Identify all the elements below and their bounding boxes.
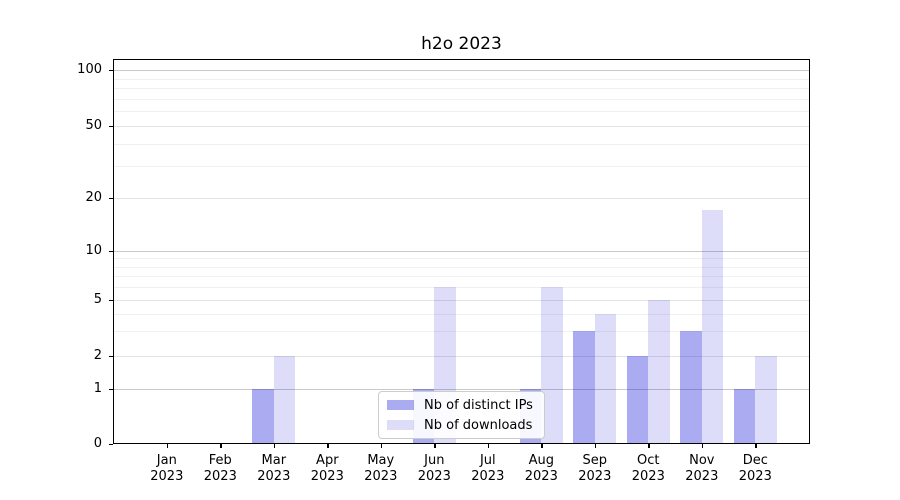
- y-tick-label: 5: [93, 292, 102, 307]
- x-tick-label: Nov 2023: [685, 453, 719, 484]
- y-gridline: [113, 126, 810, 127]
- x-tick-mark: [273, 444, 276, 448]
- y-gridline: [113, 356, 810, 357]
- x-tick-mark: [701, 444, 704, 448]
- y-gridline: [113, 88, 810, 89]
- x-tick-label: Apr 2023: [310, 453, 344, 484]
- y-tick-label: 2: [93, 348, 102, 363]
- y-gridline: [113, 166, 810, 168]
- y-tick-mark: [109, 126, 113, 128]
- y-gridline: [113, 313, 810, 315]
- x-tick-mark: [487, 444, 490, 448]
- legend-label: Nb of downloads: [424, 417, 533, 433]
- x-tick-label: Mar 2023: [257, 453, 291, 484]
- chart-title: h2o 2023: [421, 34, 502, 54]
- bar-downloads: [541, 287, 563, 444]
- y-tick-mark: [109, 356, 113, 358]
- bar-downloads: [273, 356, 296, 444]
- y-gridline: [113, 143, 810, 145]
- x-tick-label: Feb 2023: [203, 453, 237, 484]
- x-tick-mark: [166, 444, 169, 448]
- y-tick-label: 1: [93, 381, 102, 396]
- x-tick-mark: [434, 444, 436, 448]
- legend-entry-distinct-ips: Nb of distinct IPs: [387, 398, 536, 413]
- y-tick-label: 50: [85, 118, 102, 133]
- y-gridline: [113, 389, 810, 390]
- x-tick-mark: [327, 444, 329, 448]
- y-gridline: [113, 258, 810, 260]
- y-gridline: [113, 198, 810, 199]
- x-tick-label: Oct 2023: [631, 453, 665, 484]
- bar-distinct-ips: [680, 331, 702, 444]
- legend-swatch-downloads-icon: [387, 420, 414, 430]
- y-gridline: [113, 287, 810, 289]
- x-tick-mark: [594, 444, 597, 448]
- y-tick-label: 10: [85, 243, 102, 258]
- bar-downloads: [701, 210, 724, 444]
- y-tick-mark: [109, 251, 113, 253]
- x-tick-label: Jan 2023: [150, 453, 184, 484]
- legend: Nb of distinct IPs Nb of downloads: [378, 391, 545, 439]
- bar-distinct-ips: [733, 389, 756, 444]
- x-tick-label: Sep 2023: [578, 453, 612, 484]
- y-gridline: [113, 331, 810, 333]
- legend-label: Nb of distinct IPs: [424, 397, 533, 413]
- legend-swatch-distinct-ips-icon: [387, 400, 414, 410]
- y-tick-mark: [109, 389, 113, 391]
- x-tick-mark: [541, 444, 543, 448]
- x-tick-mark: [755, 444, 757, 448]
- x-tick-label: Jul 2023: [471, 453, 505, 484]
- y-tick-mark: [109, 300, 113, 302]
- y-tick-mark: [109, 70, 113, 72]
- y-gridline: [113, 251, 810, 252]
- x-tick-mark: [380, 444, 383, 448]
- y-gridline: [113, 70, 810, 71]
- bar-distinct-ips: [626, 356, 649, 444]
- x-tick-label: Aug 2023: [524, 453, 558, 484]
- y-gridline: [113, 266, 810, 268]
- bar-distinct-ips: [573, 331, 595, 444]
- y-gridline: [113, 300, 810, 301]
- y-tick-mark: [109, 198, 113, 200]
- y-tick-label: 20: [85, 190, 102, 205]
- x-tick-mark: [648, 444, 650, 448]
- y-tick-label: 100: [77, 62, 102, 77]
- bar-distinct-ips: [252, 389, 274, 444]
- bar-downloads: [594, 313, 617, 444]
- y-gridline: [113, 98, 810, 100]
- x-tick-label: Jun 2023: [417, 453, 451, 484]
- legend-entry-downloads: Nb of downloads: [387, 418, 536, 433]
- x-tick-label: May 2023: [364, 453, 398, 484]
- y-tick-mark: [109, 444, 113, 446]
- y-tick-label: 0: [93, 436, 102, 451]
- bar-downloads: [648, 300, 670, 444]
- bar-downloads: [755, 356, 777, 444]
- x-tick-label: Dec 2023: [738, 453, 772, 484]
- y-gridline: [113, 78, 810, 80]
- y-gridline: [113, 111, 810, 113]
- y-gridline: [113, 276, 810, 278]
- x-tick-mark: [220, 444, 222, 448]
